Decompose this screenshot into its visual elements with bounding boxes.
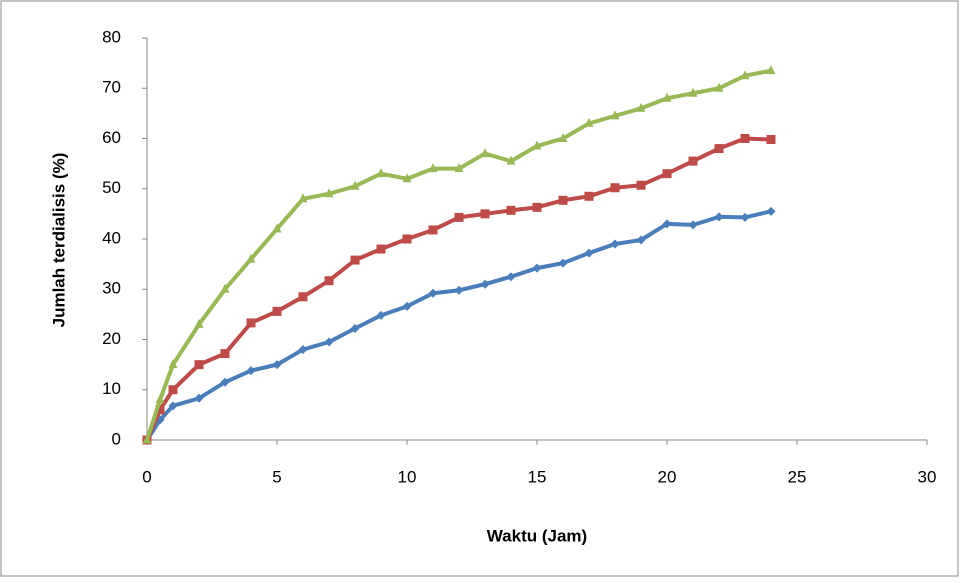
x-tick-label: 30 — [918, 467, 937, 486]
x-axis-title: Waktu (Jam) — [487, 526, 587, 545]
y-tick-label: 60 — [102, 128, 121, 147]
marker — [559, 196, 568, 205]
x-tick-label: 10 — [398, 467, 417, 486]
marker — [741, 134, 750, 143]
marker — [221, 349, 230, 358]
marker — [195, 360, 204, 369]
marker — [689, 157, 698, 166]
marker — [351, 256, 360, 265]
y-tick-label: 50 — [102, 178, 121, 197]
y-tick-label: 10 — [102, 379, 121, 398]
marker — [507, 206, 516, 215]
marker — [299, 292, 308, 301]
marker — [585, 192, 594, 201]
x-tick-label: 15 — [528, 467, 547, 486]
marker — [637, 181, 646, 190]
marker — [767, 135, 776, 144]
x-tick-label: 25 — [788, 467, 807, 486]
marker — [455, 213, 464, 222]
x-tick-label: 5 — [272, 467, 281, 486]
marker — [429, 225, 438, 234]
y-tick-label: 80 — [102, 27, 121, 46]
chart: Waktu (Jam) Jumlah terdialisis (%) 0 10 20… — [0, 0, 960, 578]
marker — [403, 235, 412, 244]
marker — [273, 307, 282, 316]
x-tick-label: 0 — [142, 467, 151, 486]
marker — [611, 183, 620, 192]
y-tick-label: 40 — [102, 228, 121, 247]
marker — [169, 385, 178, 394]
marker — [533, 203, 542, 212]
marker — [325, 276, 334, 285]
marker — [247, 318, 256, 327]
marker — [377, 245, 386, 254]
y-tick-label: 0 — [112, 429, 121, 448]
marker — [663, 169, 672, 178]
chart-frame — [1, 1, 958, 576]
y-axis-title: Jumlah terdialisis (%) — [49, 153, 68, 328]
y-tick-label: 20 — [102, 329, 121, 348]
y-tick-label: 30 — [102, 279, 121, 298]
y-tick-label: 70 — [102, 78, 121, 97]
marker — [481, 209, 490, 218]
marker — [715, 144, 724, 153]
x-tick-label: 20 — [658, 467, 677, 486]
